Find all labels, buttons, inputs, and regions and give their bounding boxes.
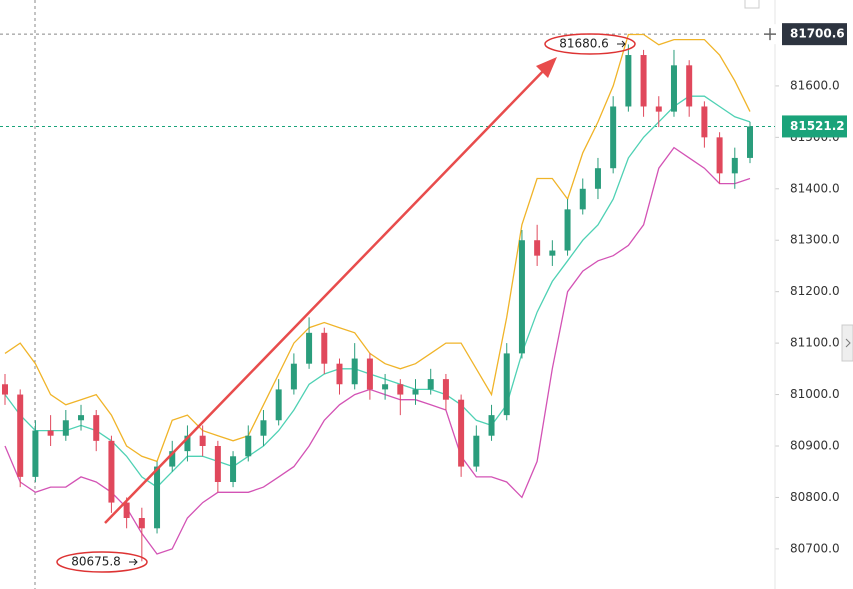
- candle-body: [397, 384, 404, 395]
- candle-body: [366, 358, 373, 390]
- y-tick-label: 81200.0: [790, 284, 840, 298]
- candle-body: [275, 389, 282, 421]
- low-annotation-arrow: [129, 558, 138, 566]
- candle-body: [47, 430, 54, 436]
- candle-body: [564, 209, 571, 251]
- candle-body: [747, 126, 753, 158]
- candle-body: [184, 435, 191, 452]
- band-line: [4, 33, 751, 463]
- scroll-handle[interactable]: [841, 324, 853, 362]
- candle-body: [716, 137, 723, 174]
- candle-body: [458, 399, 465, 467]
- high-annotation-label: 81680.6: [559, 37, 609, 51]
- candle-body: [78, 415, 85, 421]
- candle-body: [336, 363, 343, 385]
- candle-body: [199, 435, 206, 446]
- candle-body: [686, 65, 693, 107]
- candle-body: [594, 168, 601, 189]
- y-tick-label: 81000.0: [790, 387, 840, 401]
- candle-body: [154, 466, 161, 529]
- candle-body: [306, 332, 313, 364]
- candle-body: [108, 440, 115, 503]
- crosshair-tag-label: 81700.6: [790, 27, 845, 41]
- candle-body: [351, 358, 358, 385]
- high-annotation-ellipse: [544, 33, 636, 55]
- y-tick-label: 80800.0: [790, 490, 840, 504]
- y-tick-label: 81300.0: [790, 233, 840, 247]
- low-annotation-ellipse: [56, 551, 148, 573]
- last-price-tag: [782, 115, 847, 138]
- candle-body: [534, 240, 541, 256]
- candle-body: [427, 379, 434, 390]
- candle-body: [473, 435, 480, 467]
- candle-body: [670, 65, 677, 112]
- trend-arrowhead: [536, 57, 557, 78]
- y-tick-label: 80900.0: [790, 438, 840, 452]
- candle-body: [640, 55, 647, 107]
- y-tick-label: 81100.0: [790, 336, 840, 350]
- candle-body: [488, 415, 495, 436]
- candle-body: [169, 451, 176, 467]
- candle-body: [62, 420, 69, 436]
- plus-icon: [764, 28, 776, 41]
- candle-body: [138, 518, 145, 529]
- candle-body: [230, 456, 237, 483]
- y-tick-label: 81400.0: [790, 181, 840, 195]
- trend-arrow: [104, 65, 549, 524]
- candle-body: [382, 384, 389, 390]
- last-price-tag-label: 81521.2: [790, 119, 845, 133]
- candle-body: [321, 332, 328, 364]
- y-tick-label: 81600.0: [790, 78, 840, 92]
- candle-body: [214, 445, 221, 483]
- candle-body: [412, 389, 419, 395]
- candle-body: [17, 394, 24, 477]
- high-annotation-arrow: [617, 40, 626, 48]
- candle-body: [290, 363, 297, 390]
- candle-body: [442, 379, 449, 400]
- candle-body: [503, 353, 510, 416]
- candle-body: [260, 420, 267, 436]
- band-line: [4, 95, 751, 488]
- candle-body: [32, 430, 39, 477]
- y-tick-label: 80700.0: [790, 541, 840, 555]
- corner-box[interactable]: [744, 0, 760, 9]
- candle-body: [701, 106, 708, 138]
- candle-body: [625, 55, 632, 107]
- candle-body: [245, 435, 252, 457]
- candle-body: [518, 240, 525, 354]
- candle-body: [93, 415, 100, 441]
- scroll-arrow: [845, 338, 851, 348]
- crosshair-tag: [782, 23, 847, 46]
- candle-body: [610, 106, 617, 169]
- candle-body: [549, 250, 556, 256]
- candle-body: [579, 188, 586, 210]
- candle-body: [123, 502, 130, 519]
- candle-body: [2, 384, 8, 395]
- low-annotation-label: 80675.8: [71, 555, 121, 569]
- candle-body: [731, 157, 738, 174]
- candle-body: [655, 106, 662, 112]
